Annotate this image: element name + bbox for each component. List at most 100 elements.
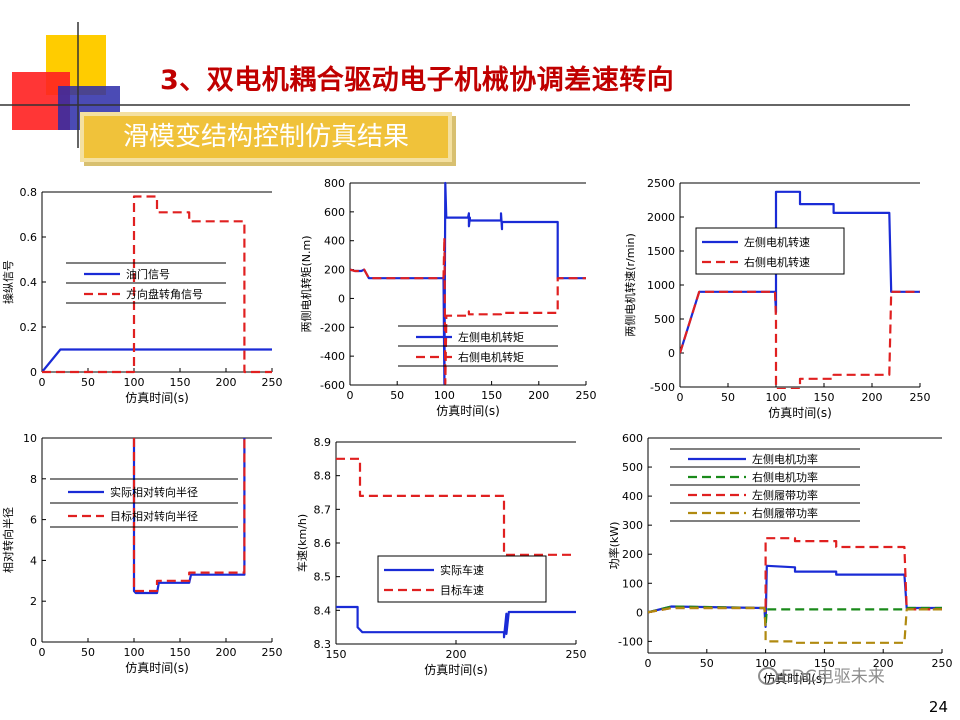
series-line-2 [350, 236, 586, 385]
watermark-text: EDC电驱未来 [781, 667, 885, 687]
subtitle-inner: 滑模变结构控制仿真结果 [84, 116, 448, 158]
chart-turning-radius: 0 50 100 150 200 250 0 2 4 6 8 10 仿真时间(s) 相对转向半径 实际相对转… [1, 432, 283, 675]
legend-box [377, 555, 547, 603]
x-tick-label: 100 [124, 376, 145, 389]
y-tick-label: 800 [324, 177, 345, 190]
y-tick-label: -500 [650, 381, 675, 394]
x-tick-label: 250 [910, 391, 931, 404]
x-tick-label: 100 [766, 391, 787, 404]
x-tick-label: 100 [755, 657, 776, 670]
x-tick-label: 0 [39, 646, 46, 659]
x-tick-label: 150 [170, 646, 191, 659]
chart-motor-speed: 0 50 100 150 200 250-50005001000150020002500仿… [623, 177, 931, 420]
x-axis-label: 仿真时间(s) [763, 672, 827, 686]
x-tick-label: 100 [434, 389, 455, 402]
y-tick-label: 600 [324, 206, 345, 219]
y-tick-label: 500 [622, 461, 643, 474]
y-tick-label: 0 [30, 636, 37, 649]
x-tick-label: 200 [216, 376, 237, 389]
chart-motor-torque: 0 50 100 150 200 250 -600 -400 -200 0 200 400 600 800… [299, 177, 597, 418]
x-tick-label: 150 [326, 648, 347, 661]
legend-label: 左侧电机功率 [752, 452, 818, 466]
x-tick-label: 0 [645, 657, 652, 670]
x-axis-label: 仿真时间(s) [125, 391, 189, 405]
series-line-2 [42, 195, 272, 374]
x-tick-label: 150 [814, 657, 835, 670]
y-tick-label: 10 [23, 432, 37, 445]
subtitle-box: 滑模变结构控制仿真结果 [80, 112, 452, 162]
legend-label: 目标相对转向半径 [110, 509, 198, 523]
y-tick-label: 200 [324, 264, 345, 277]
x-tick-label: 250 [566, 648, 587, 661]
x-axis-label: 仿真时间(s) [768, 406, 832, 420]
y-tick-label: 0.4 [20, 276, 38, 289]
y-tick-label: 200 [622, 548, 643, 561]
legend-label: 左侧履带功率 [752, 488, 818, 502]
x-tick-label: 50 [81, 376, 95, 389]
legend-label: 右侧电机转速 [744, 255, 810, 269]
watermark: EDC电驱未来 [758, 662, 885, 687]
legend-label: 右侧电机转矩 [458, 350, 524, 364]
y-tick-label: 1000 [647, 279, 675, 292]
series-line-1 [42, 348, 272, 373]
y-tick-label: 100 [622, 577, 643, 590]
x-tick-label: 250 [932, 657, 953, 670]
legend-label: 方向盘转角信号 [126, 287, 203, 301]
y-tick-label: 0 [668, 347, 675, 360]
y-tick-label: -200 [320, 321, 345, 334]
y-tick-label: -600 [320, 379, 345, 392]
chart-control-signal: 0 50 100 150 200 250 0 0.2 0.4 0.6 0.8 仿真时间(s) 操纵信号 油… [1, 186, 283, 405]
legend-label: 实际相对转向半径 [110, 485, 198, 499]
x-tick-label: 150 [814, 391, 835, 404]
x-tick-label: 0 [347, 389, 354, 402]
x-tick-label: 50 [390, 389, 404, 402]
y-tick-label: 0.2 [20, 321, 38, 334]
series-line-2 [680, 290, 920, 389]
x-tick-label: 50 [721, 391, 735, 404]
y-tick-label: 400 [324, 235, 345, 248]
legend-label: 右侧电机功率 [752, 470, 818, 484]
y-tick-label: -100 [618, 635, 643, 648]
series-line-2 [132, 438, 246, 593]
y-tick-label: 8.5 [314, 571, 332, 584]
y-tick-label: 8.3 [314, 638, 332, 651]
x-tick-label: 0 [677, 391, 684, 404]
y-tick-label: 8.9 [314, 436, 332, 449]
y-tick-label: 6 [30, 514, 37, 527]
y-tick-label: 0 [30, 366, 37, 379]
legend-label: 目标车速 [440, 583, 484, 597]
series-line-2 [336, 457, 576, 556]
y-tick-label: 0.6 [20, 231, 38, 244]
x-tick-label: 200 [873, 657, 894, 670]
y-axis-label: 功率(kW) [607, 522, 621, 570]
x-tick-label: 250 [576, 389, 597, 402]
chart-power: 0 50 100 150 200 250-1000100200300400500600仿真… [607, 432, 953, 686]
y-tick-label: 500 [654, 313, 675, 326]
y-tick-label: 1500 [647, 245, 675, 258]
page-number: 24 [928, 698, 948, 716]
y-axis-label: 相对转向半径 [1, 507, 15, 573]
x-tick-label: 0 [39, 376, 46, 389]
y-tick-label: 8.6 [314, 537, 332, 550]
y-axis-label: 两侧电机转矩(N.m) [299, 235, 313, 332]
y-axis-label: 两侧电机转速(r/min) [623, 233, 637, 337]
series-line-1 [648, 564, 942, 628]
series-line-1 [132, 438, 246, 595]
series-line-2 [648, 605, 942, 628]
legend-label: 左侧电机转矩 [458, 330, 524, 344]
y-tick-label: 4 [30, 554, 37, 567]
legend-label: 实际车速 [440, 563, 484, 577]
y-tick-label: 2000 [647, 211, 675, 224]
y-tick-label: 0 [636, 606, 643, 619]
y-tick-label: 8 [30, 473, 37, 486]
y-tick-label: -400 [320, 350, 345, 363]
y-tick-label: 8.7 [314, 503, 332, 516]
series-line-1 [336, 605, 576, 639]
x-axis-label: 仿真时间(s) [424, 663, 488, 677]
x-tick-label: 250 [262, 376, 283, 389]
y-tick-label: 400 [622, 490, 643, 503]
x-tick-label: 200 [862, 391, 883, 404]
y-tick-label: 0.8 [20, 186, 38, 199]
x-tick-label: 200 [446, 648, 467, 661]
